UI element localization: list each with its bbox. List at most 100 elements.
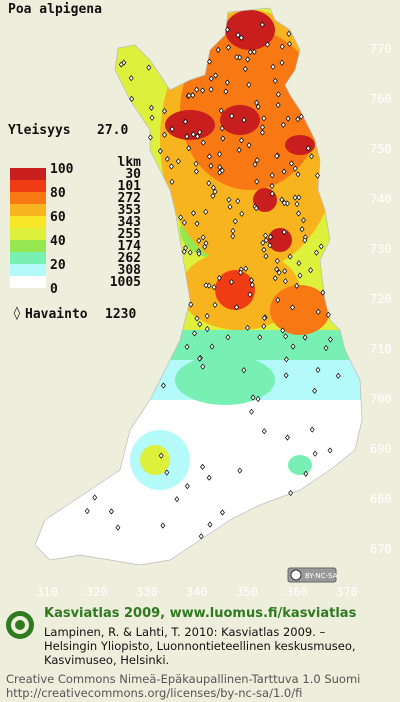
observation-dot (312, 387, 318, 394)
count-label: 1005 (110, 275, 141, 290)
observation-dot (196, 237, 202, 244)
count-label: 174 (118, 239, 142, 254)
observation-dot (286, 30, 292, 37)
observation-dot (200, 139, 206, 146)
observation-dot (218, 107, 224, 114)
legend-swatch (10, 276, 46, 288)
north-label: 710 (370, 342, 392, 356)
observation-dot (234, 304, 240, 311)
observation-dot (296, 210, 302, 217)
observation-dot (281, 229, 287, 236)
observation-dot (212, 301, 218, 308)
observation-dot (121, 59, 127, 66)
observation-dot (241, 117, 247, 124)
observation-dot (203, 282, 209, 289)
scale-label: 20 (50, 258, 66, 273)
observation-dot (283, 333, 289, 340)
north-label: 770 (370, 42, 392, 56)
observation-dot (238, 269, 244, 276)
observation-dot (261, 428, 267, 435)
observation-dot (279, 59, 285, 66)
legend-swatch (10, 252, 46, 264)
observation-dot (190, 131, 196, 138)
observation-dot (253, 205, 259, 212)
observation-dot (289, 160, 294, 167)
legend-swatch (10, 192, 46, 204)
count-label: 353 (118, 203, 141, 218)
observation-symbol: ◊ (13, 306, 21, 321)
observation-dot (232, 218, 238, 225)
observation-dot (164, 469, 170, 476)
east-label: 370 (336, 585, 358, 599)
observation-dot (272, 77, 278, 84)
north-label: 760 (370, 92, 392, 106)
observation-dot (210, 192, 216, 200)
observation-dot (235, 197, 241, 205)
observation-dot (149, 114, 155, 121)
observation-dot (186, 145, 192, 152)
frequency-value: 27.0 (97, 123, 128, 138)
observation-dot (276, 269, 282, 276)
observation-dot (146, 64, 152, 71)
observation-dot (308, 267, 314, 274)
observation-dot (259, 21, 265, 28)
observation-dot (323, 345, 329, 352)
observation-dot (283, 372, 289, 379)
observation-dot (280, 121, 286, 128)
north-label: 720 (370, 292, 392, 306)
observation-dot (312, 450, 318, 457)
observation-dot (288, 489, 294, 497)
observation-dot (237, 467, 243, 474)
observation-dot (203, 240, 209, 247)
observation-dot (269, 190, 275, 197)
observation-dot (292, 165, 298, 172)
observation-dot (296, 194, 302, 201)
observation-dot (158, 452, 164, 459)
east-label: 330 (136, 585, 158, 599)
observation-dot (194, 220, 200, 227)
observation-dot (249, 281, 255, 288)
observation-dot (207, 521, 213, 528)
observation-dot (115, 524, 121, 531)
observation-dot (213, 72, 219, 79)
observation-dot (309, 426, 315, 433)
scale-label: 60 (50, 210, 66, 225)
observation-dot (249, 408, 254, 415)
observation-dot (239, 210, 245, 217)
observation-dot (297, 272, 303, 279)
observation-dot (290, 343, 296, 350)
observation-dot (315, 366, 321, 373)
observation-dot (169, 163, 174, 170)
license-line: http://creativecommons.org/licenses/by-n… (6, 686, 302, 700)
observation-dot (242, 65, 248, 73)
scale-label: 100 (50, 162, 74, 177)
east-label: 350 (236, 585, 258, 599)
frequency-label: Yleisyys (8, 123, 71, 138)
grid-labels: 770 760 750 740 730 720 710 700 690 680 670 310 320 3… (36, 42, 392, 599)
scale-label: 0 (50, 282, 58, 297)
north-label: 680 (370, 492, 392, 506)
observation-dot (208, 75, 214, 82)
observation-dot (197, 129, 203, 136)
north-label: 740 (370, 192, 392, 206)
observation-dot (315, 308, 321, 315)
observation-dot (223, 88, 229, 95)
observation-dot (299, 226, 305, 233)
observation-dot (274, 152, 280, 160)
observation-dot (309, 153, 314, 160)
observation-dot (207, 58, 212, 65)
observation-dot (184, 343, 190, 350)
count-label: 262 (118, 251, 141, 266)
legend-swatch (10, 228, 46, 240)
observation-dot (216, 274, 222, 282)
north-label: 700 (370, 392, 392, 406)
observation-dot (226, 196, 232, 203)
observation-dot (254, 178, 260, 185)
logo (6, 611, 34, 639)
observation-dot (181, 219, 187, 226)
observation-dot (215, 46, 221, 53)
observation-dot (274, 257, 280, 264)
observation-dot (283, 356, 289, 363)
count-label: 308 (118, 263, 142, 278)
observation-dot (217, 164, 223, 171)
